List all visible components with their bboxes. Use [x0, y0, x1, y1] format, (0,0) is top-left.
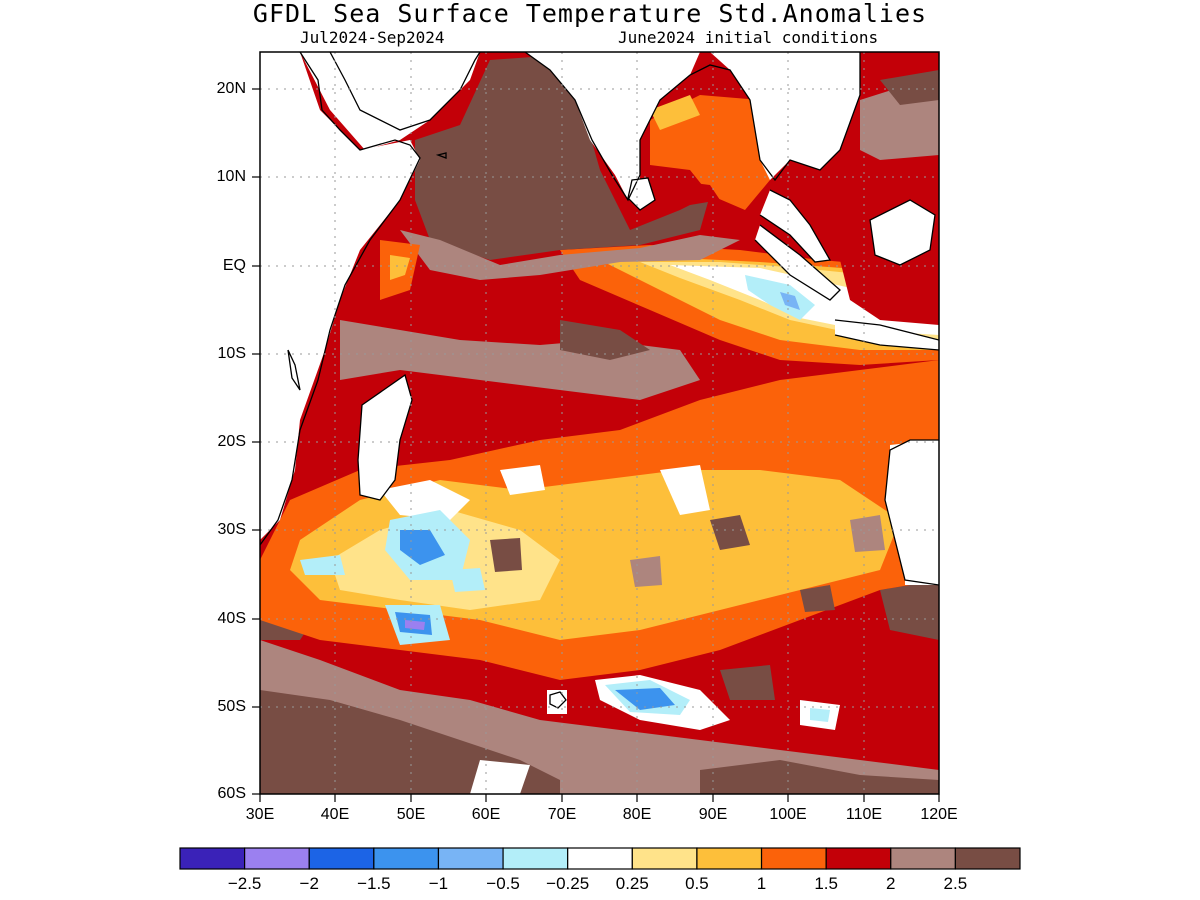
madagascar-land — [358, 375, 412, 500]
lon-tick: 30E — [245, 806, 275, 823]
africa-land — [260, 52, 420, 540]
lon-tick: 70E — [547, 806, 577, 823]
lon-tick: 40E — [320, 806, 350, 823]
colorbar-swatch — [244, 847, 310, 870]
map-title: GFDL Sea Surface Temperature Std.Anomali… — [252, 0, 928, 28]
bay-of-bengal-orange — [650, 95, 770, 210]
colorbar-swatch — [696, 847, 763, 870]
lon-tick: 60E — [471, 806, 501, 823]
colorbar-swatch — [179, 847, 246, 870]
colorbar-label: −2 — [299, 874, 319, 893]
colorbar-label: 1.5 — [814, 874, 838, 893]
malay-land — [760, 190, 830, 262]
grid — [260, 52, 939, 794]
sumatra-land — [755, 225, 840, 300]
lat-tick: 20N — [216, 80, 246, 97]
colorbar-swatch — [437, 847, 504, 870]
colorbar-label: 0.5 — [685, 874, 709, 893]
borneo-land — [870, 200, 935, 265]
lon-tick: 90E — [698, 806, 728, 823]
initial-conditions: June2024 initial conditions — [618, 28, 879, 47]
lat-tick: 10N — [216, 168, 246, 185]
colorbar-label: −0.5 — [486, 874, 520, 893]
colorbar-label: −2.5 — [227, 874, 262, 893]
arabia-land — [300, 52, 480, 150]
colorbar-swatch — [502, 847, 569, 870]
lon-tick: 80E — [622, 806, 652, 823]
lon-tick: 50E — [396, 806, 426, 823]
lat-tick: 30S — [217, 521, 246, 538]
colorbar-label: 2 — [886, 874, 896, 893]
lat-tick: EQ — [222, 257, 246, 274]
australia-land — [885, 440, 939, 585]
colorbar-swatch — [760, 847, 827, 870]
indochina-land — [710, 52, 860, 180]
lat-tick: 10S — [217, 345, 246, 362]
india-land — [525, 52, 700, 200]
colorbar-swatch — [954, 847, 1021, 870]
colorbar-swatch — [631, 847, 698, 870]
colorbar-label: −1 — [428, 874, 449, 893]
lat-tick: 50S — [217, 698, 246, 715]
colorbar-label: 0.25 — [615, 874, 649, 893]
colorbar-label: −0.25 — [546, 874, 590, 893]
lat-tick: 20S — [217, 433, 246, 450]
colorbar-label: 1 — [756, 874, 767, 893]
colorbar-swatch — [567, 847, 633, 870]
colorbar-swatch — [890, 847, 956, 870]
lon-tick: 110E — [845, 806, 883, 823]
colorbar-swatch — [825, 847, 892, 870]
map-frame — [259, 51, 940, 795]
colorbar-swatch — [373, 847, 440, 870]
colorbar — [179, 847, 1021, 870]
lon-tick: 120E — [920, 806, 958, 823]
lon-tick: 100E — [769, 806, 807, 823]
colorbar-label: −1.5 — [357, 874, 391, 893]
forecast-period: Jul2024-Sep2024 — [300, 28, 445, 47]
java-land — [835, 320, 939, 350]
colorbar-label: 2.5 — [943, 874, 968, 893]
colorbar-swatch — [308, 847, 375, 870]
lat-tick: 40S — [217, 610, 246, 627]
lat-tick: 60S — [217, 785, 246, 802]
